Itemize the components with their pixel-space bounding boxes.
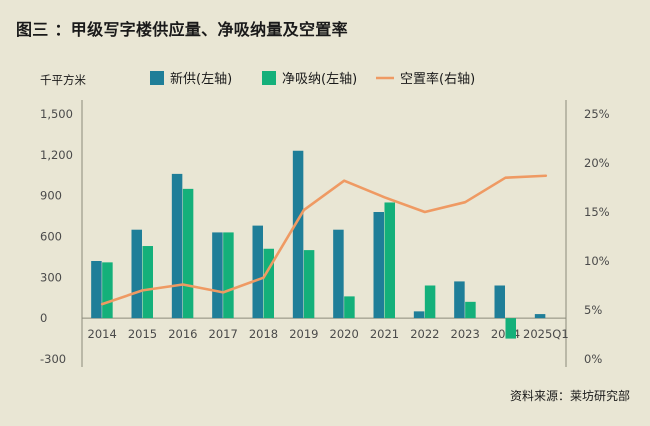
legend-swatch [262, 71, 276, 85]
left-tick-label: 1,500 [40, 107, 73, 121]
category-label: 2019 [289, 327, 318, 341]
absorption-bar-2018 [263, 248, 274, 319]
supply-bar-2023 [454, 281, 465, 319]
source-note: 资料来源：莱坊研究部 [509, 389, 630, 403]
supply-bar-2020 [333, 229, 344, 319]
legend-label: 空置率(右轴) [400, 71, 475, 87]
supply-bar-2016 [171, 173, 183, 319]
right-tick-label: 0% [584, 352, 602, 366]
absorption-bar-2023 [465, 301, 476, 319]
right-tick-label: 15% [584, 205, 610, 219]
supply-bar-2024 [494, 285, 505, 319]
supply-bar-2015 [131, 229, 142, 319]
absorption-bar-2019 [303, 250, 315, 319]
right-tick-label: 20% [584, 156, 610, 170]
legend-swatch [150, 71, 164, 85]
supply-bar-2014 [91, 261, 102, 319]
left-tick-label: 900 [40, 189, 62, 203]
category-label: 2017 [209, 327, 238, 341]
legend-label: 新供(左轴) [170, 71, 232, 87]
bars [91, 150, 546, 339]
legend-label: 净吸纳(左轴) [282, 72, 357, 87]
axes: -300 0 300 600 900 1,200 1,500 0% 5% 10% 15% 20% 25%… [40, 73, 610, 367]
absorption-bar-2020 [344, 296, 355, 319]
absorption-bar-2016 [182, 188, 194, 319]
right-tick-label: 5% [584, 303, 602, 317]
right-tick-label: 25% [584, 107, 610, 121]
vacancy-line [100, 174, 548, 306]
category-label: 2016 [168, 327, 197, 341]
left-tick-label: 1,200 [40, 148, 73, 162]
supply-bar-2017 [212, 232, 223, 319]
vacancy-rate-line [100, 174, 548, 306]
absorption-bar-2014 [102, 262, 113, 319]
absorption-bar-2017 [223, 232, 234, 319]
supply-bar-2019 [292, 150, 304, 319]
category-label: 2021 [370, 327, 399, 341]
category-label: 2025Q1 [523, 327, 569, 341]
supply-bar-2022 [413, 311, 425, 319]
category-label: 2018 [249, 327, 278, 341]
left-tick-label: 600 [40, 230, 62, 244]
supply-bar-2021 [373, 212, 384, 319]
category-label: 2014 [88, 327, 117, 341]
legend: 新供(左轴) 净吸纳(左轴) 空置率(右轴) [150, 71, 475, 87]
absorption-bar-2022 [424, 285, 436, 319]
right-tick-label: 10% [584, 254, 610, 268]
category-label: 2022 [410, 327, 439, 341]
absorption-bar-2021 [384, 202, 395, 319]
chart-title: 图三 ：甲级写字楼供应量、净吸纳量及空置率 [16, 20, 348, 39]
category-label: 2015 [128, 327, 157, 341]
left-tick-label: 0 [40, 311, 47, 325]
absorption-bar-2024 [505, 318, 516, 339]
category-label: 2023 [451, 327, 480, 341]
left-tick-label: 300 [40, 270, 62, 284]
absorption-bar-2015 [142, 246, 153, 319]
category-label: 2020 [330, 327, 359, 341]
supply-bar-2018 [252, 225, 263, 319]
supply-bar-2025Q1 [534, 314, 546, 319]
left-axis-unit: 千平方米 [40, 73, 86, 87]
left-tick-label: -300 [40, 352, 66, 366]
